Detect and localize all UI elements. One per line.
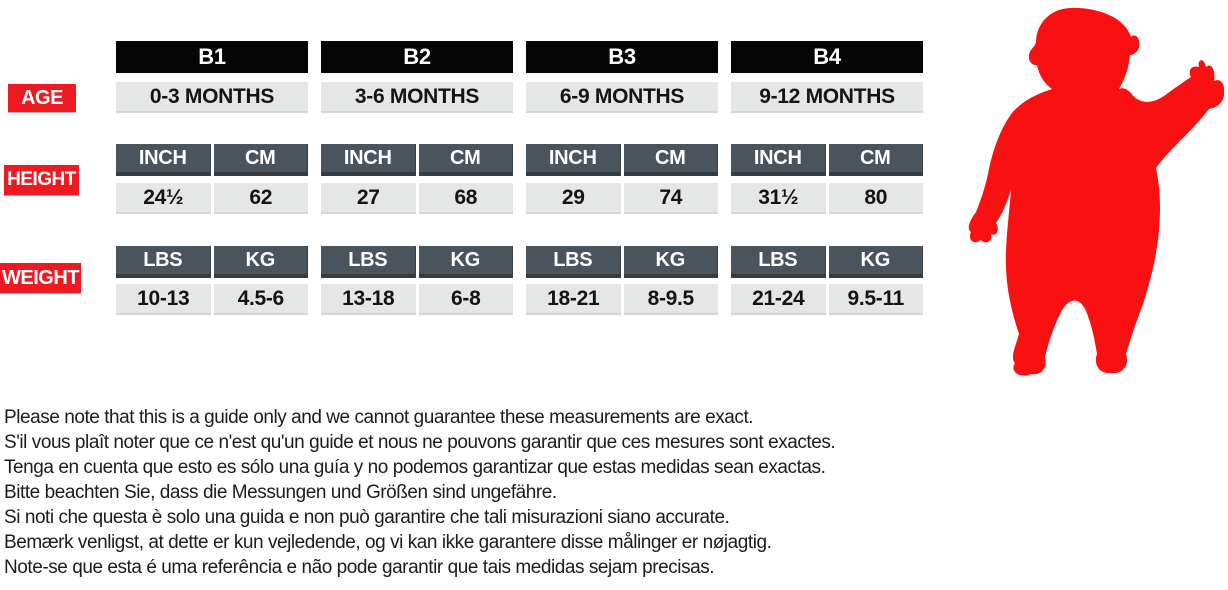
height-inch-value: 31½ — [731, 183, 826, 214]
kg-header: KG — [828, 246, 923, 278]
inch-header: INCH — [731, 144, 826, 176]
cm-header: CM — [418, 144, 513, 176]
age-cell-b2: 3-6 MONTHS — [321, 82, 513, 113]
weight-lbs-value: 21-24 — [731, 284, 826, 315]
height-unit-header-b1: INCH CM — [116, 144, 308, 176]
baby-thumbs-up-icon — [968, 7, 1225, 376]
weight-kg-value: 4.5-6 — [213, 284, 308, 315]
age-row: 0-3 MONTHS 3-6 MONTHS 6-9 MONTHS 9-12 MO… — [116, 82, 950, 113]
height-values-b1: 24½ 62 — [116, 183, 308, 214]
weight-lbs-value: 18-21 — [526, 284, 621, 315]
height-unit-header-row: INCH CM INCH CM INCH CM INCH CM — [116, 144, 950, 176]
disclaimer-line-pt: Note-se que esta é uma referência e não … — [4, 557, 715, 578]
disclaimer-line-it: Si noti che questa è solo una guida e no… — [4, 507, 730, 528]
height-inch-value: 29 — [526, 183, 621, 214]
disclaimer-line-en: Please note that this is a guide only an… — [4, 407, 754, 428]
weight-unit-header-b2: LBS KG — [321, 246, 513, 278]
weight-unit-header-b4: LBS KG — [731, 246, 923, 278]
height-values-b3: 29 74 — [526, 183, 718, 214]
weight-lbs-value: 13-18 — [321, 284, 416, 315]
lbs-header: LBS — [116, 246, 211, 278]
weight-unit-header-row: LBS KG LBS KG LBS KG LBS KG — [116, 246, 950, 278]
weight-values-b1: 10-13 4.5-6 — [116, 284, 308, 315]
weight-value-row: 10-13 4.5-6 13-18 6-8 18-21 8-9.5 21-24 … — [116, 284, 950, 315]
height-inch-value: 24½ — [116, 183, 211, 214]
disclaimer-line-fr: S'il vous plaît noter que ce n'est qu'un… — [4, 432, 836, 453]
disclaimer-text: Please note that this is a guide only an… — [4, 405, 984, 580]
size-header-b4: B4 — [731, 41, 923, 73]
row-label-weight: WEIGHT — [0, 263, 81, 293]
weight-values-b3: 18-21 8-9.5 — [526, 284, 718, 315]
cm-header: CM — [623, 144, 718, 176]
height-value-row: 24½ 62 27 68 29 74 31½ 80 — [116, 183, 950, 214]
weight-unit-header-b1: LBS KG — [116, 246, 308, 278]
baby-silhouette-path — [968, 7, 1225, 376]
weight-lbs-value: 10-13 — [116, 284, 211, 315]
age-cell-b4: 9-12 MONTHS — [731, 82, 923, 113]
inch-header: INCH — [116, 144, 211, 176]
lbs-header: LBS — [526, 246, 621, 278]
kg-header: KG — [213, 246, 308, 278]
height-values-b2: 27 68 — [321, 183, 513, 214]
age-cell-b1: 0-3 MONTHS — [116, 82, 308, 113]
height-cm-value: 68 — [418, 183, 513, 214]
weight-unit-header-b3: LBS KG — [526, 246, 718, 278]
height-cm-value: 80 — [828, 183, 923, 214]
age-cell-b3: 6-9 MONTHS — [526, 82, 718, 113]
row-label-height: HEIGHT — [4, 165, 79, 195]
size-header-b2: B2 — [321, 41, 513, 73]
size-code-header-row: B1 B2 B3 B4 — [116, 41, 950, 73]
weight-kg-value: 8-9.5 — [623, 284, 718, 315]
size-header-b1: B1 — [116, 41, 308, 73]
cm-header: CM — [828, 144, 923, 176]
lbs-header: LBS — [321, 246, 416, 278]
lbs-header: LBS — [731, 246, 826, 278]
kg-header: KG — [623, 246, 718, 278]
height-unit-header-b2: INCH CM — [321, 144, 513, 176]
cm-header: CM — [213, 144, 308, 176]
height-inch-value: 27 — [321, 183, 416, 214]
height-unit-header-b4: INCH CM — [731, 144, 923, 176]
height-unit-header-b3: INCH CM — [526, 144, 718, 176]
size-header-b3: B3 — [526, 41, 718, 73]
height-values-b4: 31½ 80 — [731, 183, 923, 214]
disclaimer-line-da: Bemærk venligst, at dette er kun vejlede… — [4, 532, 772, 553]
weight-kg-value: 9.5-11 — [828, 284, 923, 315]
height-cm-value: 74 — [623, 183, 718, 214]
kg-header: KG — [418, 246, 513, 278]
size-table: AGE HEIGHT WEIGHT B1 B2 B3 B4 0-3 MONTHS… — [0, 41, 950, 315]
weight-values-b2: 13-18 6-8 — [321, 284, 513, 315]
disclaimer-line-de: Bitte beachten Sie, dass die Messungen u… — [4, 482, 557, 503]
disclaimer-line-es: Tenga en cuenta que esto es sólo una guí… — [4, 457, 826, 478]
weight-values-b4: 21-24 9.5-11 — [731, 284, 923, 315]
row-label-age: AGE — [8, 84, 76, 112]
height-cm-value: 62 — [213, 183, 308, 214]
inch-header: INCH — [321, 144, 416, 176]
weight-kg-value: 6-8 — [418, 284, 513, 315]
inch-header: INCH — [526, 144, 621, 176]
